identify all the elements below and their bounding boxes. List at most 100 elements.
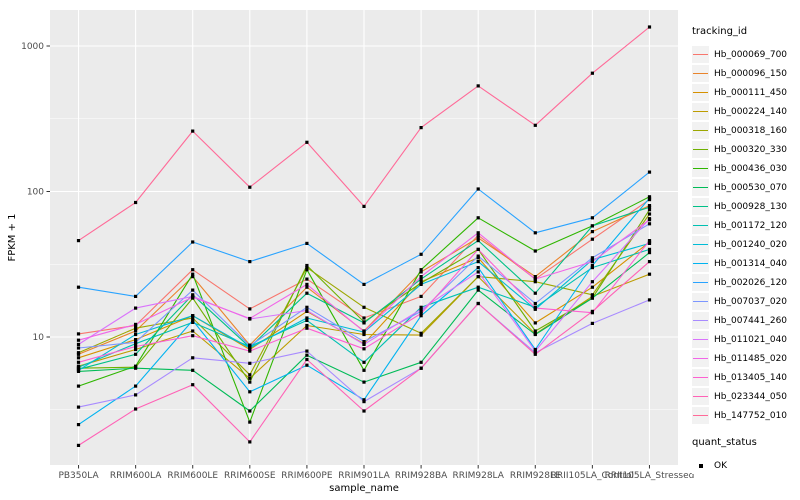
legend-key-line: [693, 281, 708, 284]
data-point: [76, 239, 81, 243]
quant-legend-item: OK: [692, 456, 800, 475]
legend-key-line: [693, 357, 708, 360]
x-tick-label: RRIM600PE: [281, 471, 333, 481]
data-point: [76, 443, 81, 447]
data-point: [76, 356, 81, 360]
data-point: [248, 373, 252, 377]
data-point: [134, 340, 138, 344]
data-point: [590, 256, 594, 260]
x-tick-label: RRIM928LA: [452, 471, 504, 481]
data-point: [362, 321, 366, 325]
data-point: [419, 314, 423, 318]
data-point: [305, 318, 309, 322]
x-tick-label: PB350LA: [58, 471, 99, 481]
legend-key-swatch: [692, 46, 709, 63]
data-point: [248, 409, 252, 413]
x-tick-label: RRIM901LA: [338, 471, 390, 481]
data-point: [134, 294, 138, 298]
data-point: [305, 268, 309, 272]
data-point: [419, 282, 423, 286]
data-point: [305, 316, 309, 320]
data-point: [76, 365, 81, 369]
data-point: [191, 240, 195, 244]
data-point: [590, 280, 594, 284]
data-point: [533, 306, 537, 310]
legend-key-line: [693, 319, 708, 322]
data-point: [590, 309, 594, 313]
data-point: [419, 307, 423, 311]
legend-item-label: Hb_007441_260: [714, 315, 788, 326]
legend-key-swatch: [692, 312, 709, 329]
data-point: [476, 260, 480, 264]
data-point: [590, 260, 594, 264]
data-point: [191, 314, 195, 318]
data-point: [191, 329, 195, 333]
data-point: [248, 440, 252, 444]
data-point: [590, 296, 594, 300]
data-point: [248, 390, 252, 394]
data-point: [419, 366, 423, 370]
legend-item: Hb_001240_020: [692, 235, 800, 254]
data-point: [533, 249, 537, 253]
legend-item: Hb_013405_140: [692, 368, 800, 387]
data-point: [248, 380, 252, 384]
legend-key-swatch: [692, 160, 709, 177]
y-axis-title: FPKM + 1: [7, 213, 18, 261]
data-point: [476, 254, 480, 258]
data-point: [476, 216, 480, 220]
data-point: [248, 307, 252, 311]
data-point: [647, 298, 652, 302]
legend-item-label: Hb_001172_120: [714, 220, 788, 231]
data-point: [647, 247, 652, 251]
data-point: [362, 305, 366, 309]
data-point: [362, 282, 366, 286]
data-point: [476, 187, 480, 191]
x-tick-label: RRIM600SE: [224, 471, 276, 481]
data-point: [305, 349, 309, 353]
legend-item: Hb_011485_020: [692, 349, 800, 368]
legend-item-label: Hb_000530_070: [714, 182, 788, 193]
quant-legend-items: OK: [692, 456, 800, 475]
data-point: [419, 309, 423, 313]
data-point: [533, 321, 537, 325]
legend-key-swatch: [692, 407, 709, 424]
data-point: [533, 349, 537, 353]
data-point: [476, 84, 480, 88]
data-point: [305, 323, 309, 328]
data-point: [305, 291, 309, 295]
x-axis-title: sample_name: [329, 483, 399, 494]
data-point: [476, 256, 480, 260]
legend-key-swatch: [692, 350, 709, 367]
data-point: [647, 25, 652, 29]
data-point: [533, 275, 537, 279]
legend-item-label: Hb_000096_150: [714, 68, 788, 79]
quant-legend-title: quant_status: [692, 437, 757, 448]
legend-item: Hb_000436_030: [692, 159, 800, 178]
data-point: [362, 332, 366, 337]
data-point: [191, 129, 195, 133]
data-point: [590, 285, 594, 289]
data-point: [476, 270, 480, 274]
plot-panel: 10 100 1000 PB350LA RRIM600LA RRIM600LE RRIM60…: [21, 10, 694, 481]
data-point: [476, 266, 480, 270]
legend-key-line: [693, 300, 708, 303]
data-point: [76, 332, 81, 336]
data-point: [362, 368, 366, 372]
y-tick-label: 1000: [21, 42, 44, 52]
legend-item: Hb_001172_120: [692, 216, 800, 235]
data-point: [248, 376, 252, 380]
data-point: [419, 331, 423, 335]
data-point: [134, 338, 138, 342]
legend-item: Hb_000111_450: [692, 83, 800, 102]
legend-item: Hb_000530_070: [692, 178, 800, 197]
data-point: [134, 326, 138, 330]
legend-item: Hb_000069_700: [692, 45, 800, 64]
data-point: [305, 353, 309, 357]
data-point: [533, 277, 537, 281]
data-point: [134, 332, 138, 337]
x-tick-label: RRIM600LE: [167, 471, 218, 481]
data-point: [248, 260, 252, 264]
data-point: [362, 360, 366, 364]
data-point: [305, 282, 309, 286]
data-point: [476, 236, 480, 240]
